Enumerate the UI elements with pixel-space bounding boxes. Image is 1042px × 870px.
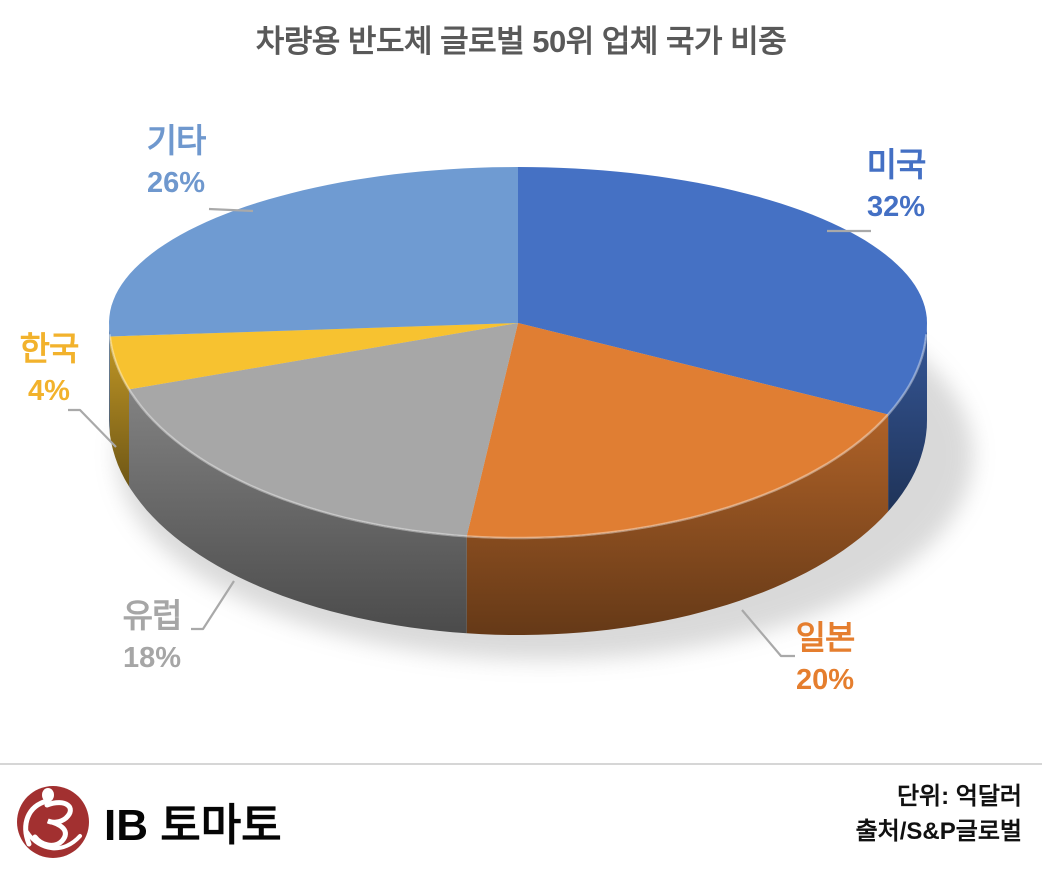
- pie-wall-3: [109, 336, 129, 487]
- pie-slice-2: [129, 323, 518, 537]
- logo-swoosh: [25, 830, 82, 851]
- pie-slice-4: [109, 167, 518, 337]
- brand-name: IB 토마토: [104, 801, 282, 850]
- leader-line-3: [68, 408, 117, 448]
- leader-line-4: [208, 207, 254, 213]
- pie-rim-highlight: [108, 334, 928, 540]
- pie-chart: 미국 32% 일본 20% 유럽 18% 한국 4% 기타 26%: [20, 122, 973, 696]
- logo-b-swirl: [32, 800, 73, 848]
- unit-note: 단위: 억달러: [896, 783, 1022, 810]
- pie-3d-svg: [68, 167, 973, 660]
- chart-title: 차량용 반도체 글로벌 50위 업체 국가 비중: [255, 24, 787, 59]
- footer-notes: 단위: 억달러 출처/S&P글로벌: [856, 779, 1022, 849]
- source-note: 출처/S&P글로벌: [855, 818, 1022, 845]
- ib-tomato-logo: [17, 786, 89, 858]
- logo-dot: [42, 788, 54, 802]
- pie-wall-0: [888, 323, 927, 512]
- logo-leaf-curve: [23, 798, 50, 847]
- pie-slice-1: [466, 323, 889, 538]
- leader-line-2: [191, 580, 235, 631]
- pie-wall-1: [466, 414, 889, 635]
- pie-slice-3: [109, 323, 519, 390]
- pie-wall-4: [109, 323, 110, 434]
- pie-slice-0: [518, 167, 927, 415]
- leader-line-1: [741, 609, 795, 658]
- brand-block: IB 토마토: [14, 781, 282, 861]
- pie-wall-2: [129, 389, 467, 634]
- footer-divider: [0, 763, 1042, 765]
